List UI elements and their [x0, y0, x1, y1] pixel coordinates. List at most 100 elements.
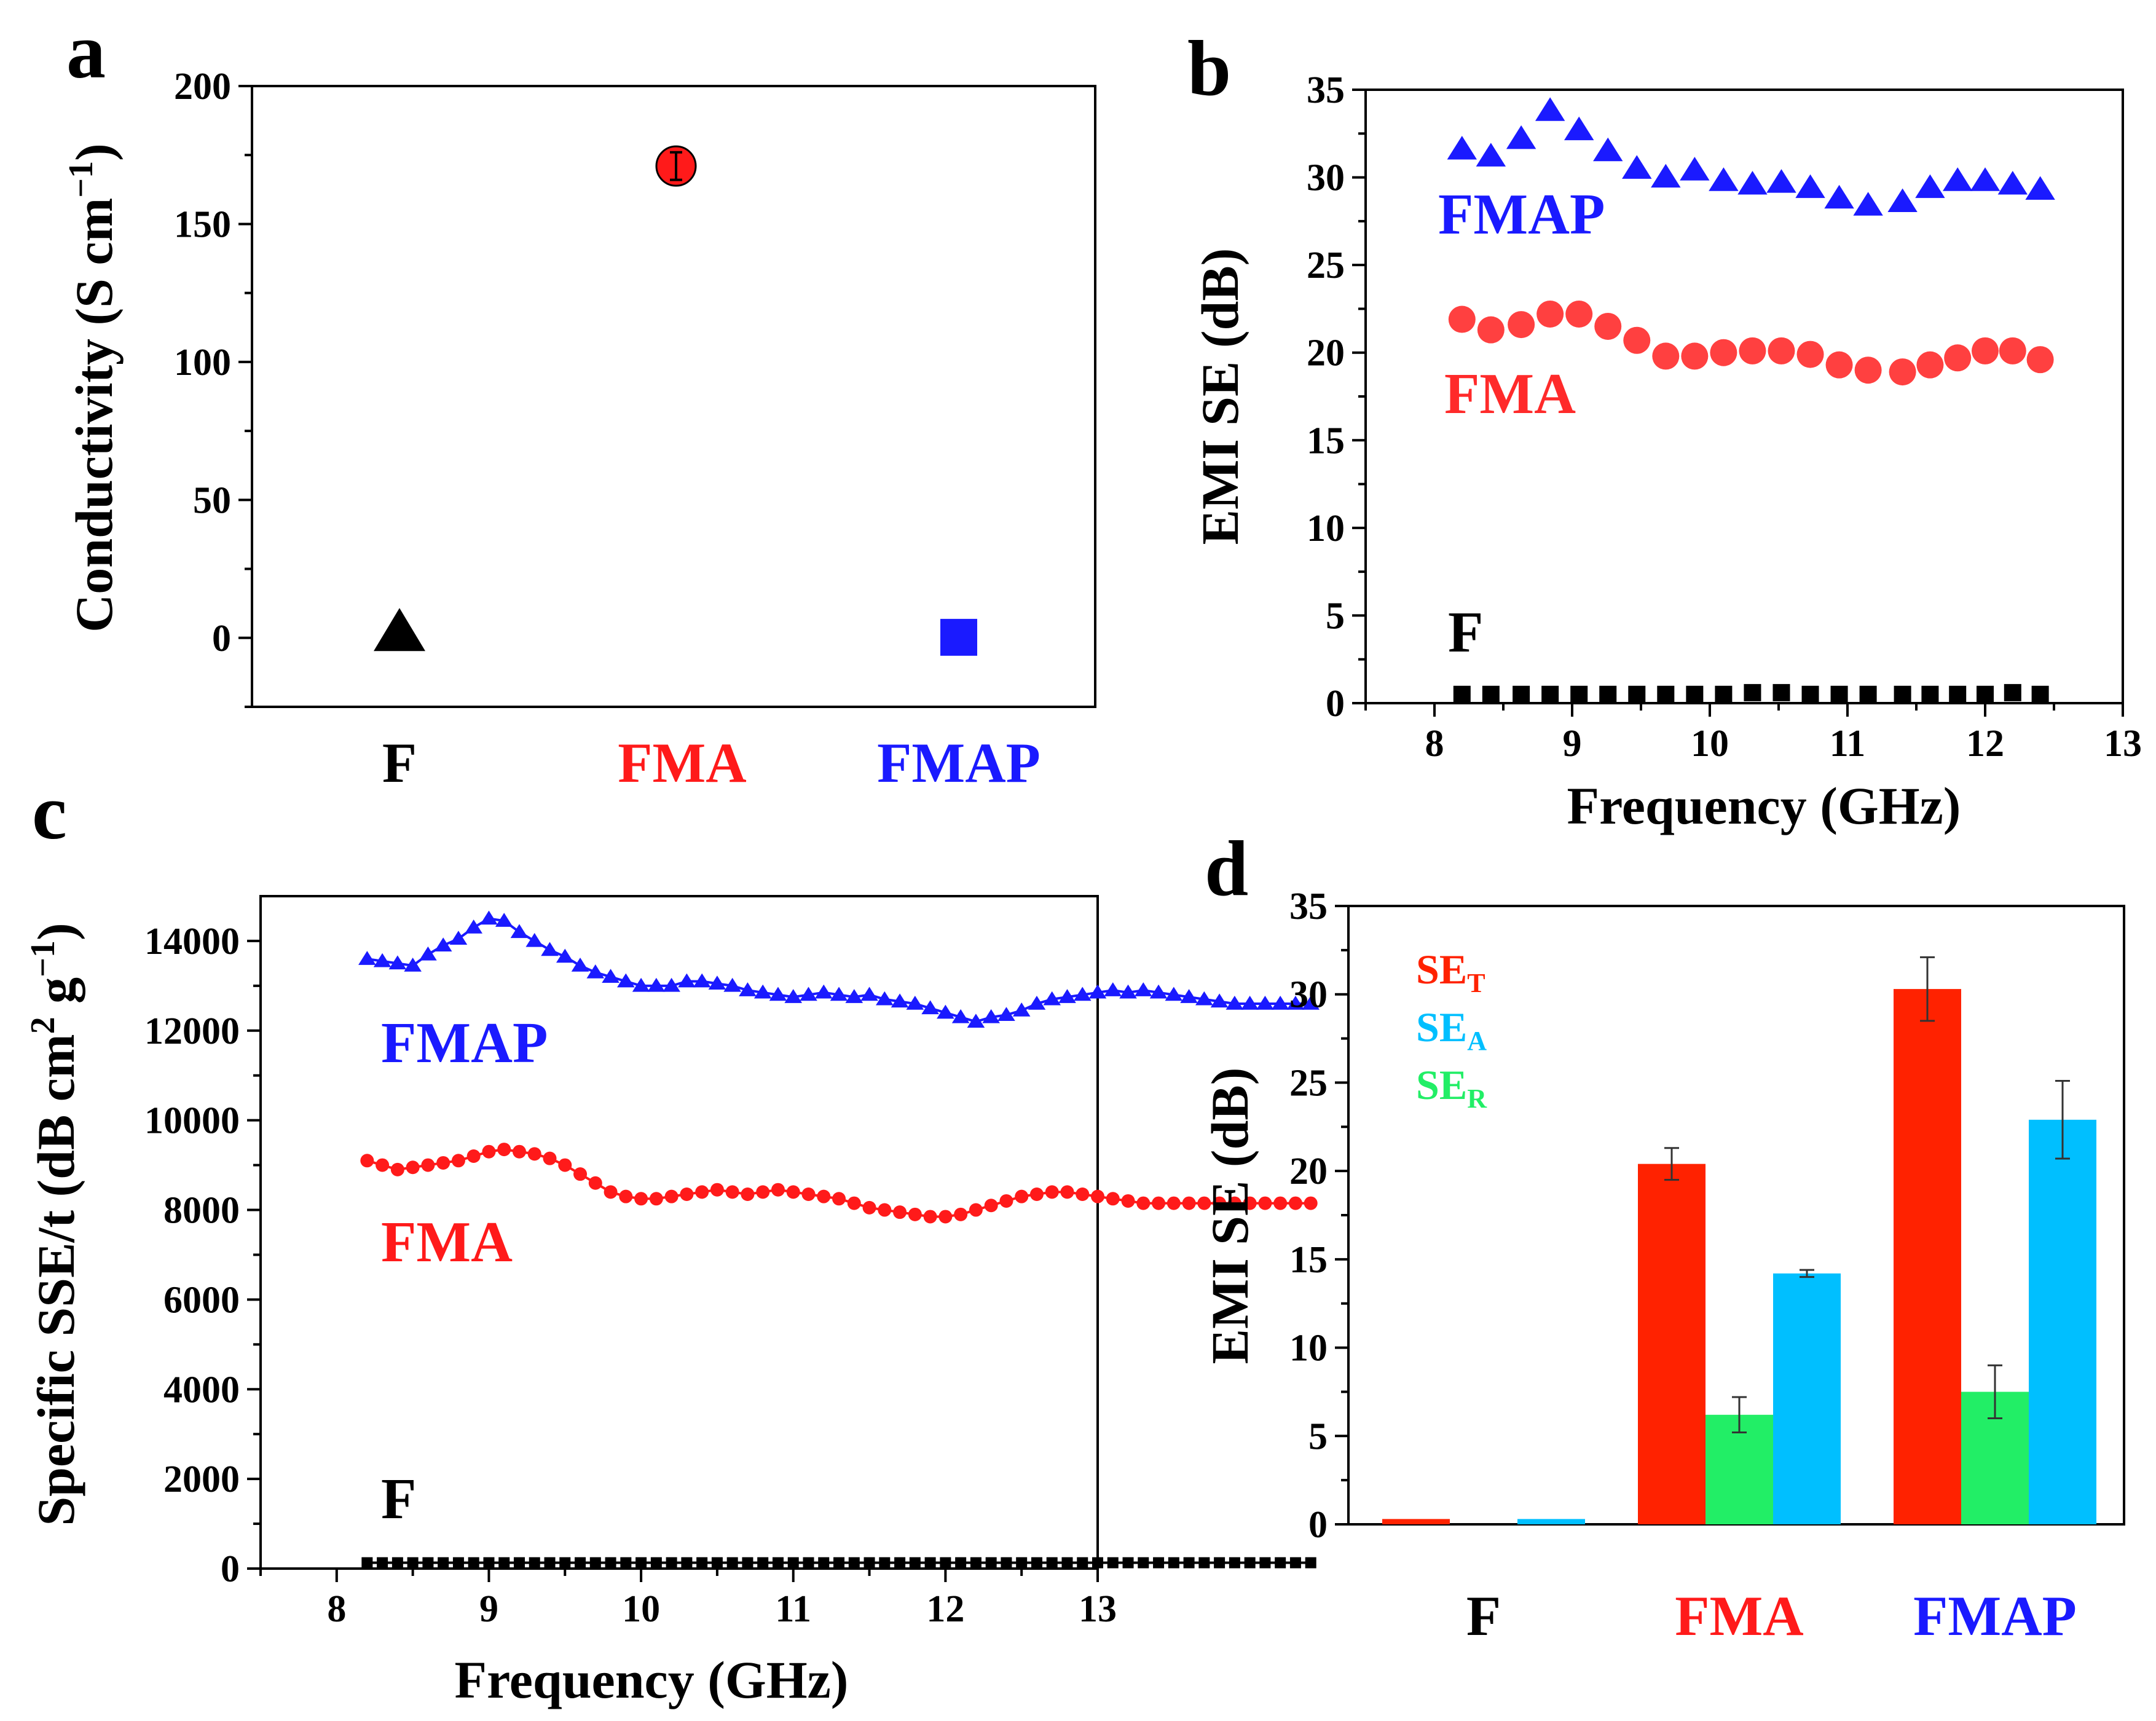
c-ytick-label-14000: 14000	[144, 921, 240, 963]
c-point-F	[589, 1557, 601, 1569]
c-point-FMA	[1167, 1196, 1181, 1210]
b-point-FMA	[1944, 344, 1972, 372]
panel-b-emi-se: b EMI SE (dB) Frequency (GHz) 0 5 10 15 20 25…	[1187, 25, 2142, 835]
b-point-FMA	[1565, 300, 1593, 328]
c-point-FMAP	[449, 931, 468, 945]
b-ytick-label-0: 0	[1326, 683, 1345, 725]
c-point-FMAP	[845, 989, 864, 1003]
c-point-FMA	[664, 1189, 679, 1203]
c-point-FMAP	[419, 946, 437, 961]
c-point-FMA	[1197, 1196, 1211, 1210]
b-point-FMAP	[2025, 176, 2055, 200]
c-point-FMA	[999, 1194, 1013, 1208]
c-point-F	[833, 1557, 845, 1569]
c-ytick-label-8000: 8000	[163, 1190, 240, 1232]
panel-b-label-fmap: FMAP	[1438, 183, 1605, 246]
c-point-FMAP	[571, 958, 589, 972]
c-point-F	[452, 1557, 464, 1569]
a-ytick-label-50: 50	[193, 479, 231, 521]
c-point-F	[1061, 1557, 1073, 1569]
c-point-F	[422, 1557, 434, 1569]
c-ytick-label-12000: 12000	[144, 1010, 240, 1052]
c-point-FMAP	[1180, 989, 1198, 1003]
c-point-F	[940, 1557, 951, 1569]
c-ytick-label-4000: 4000	[163, 1369, 240, 1411]
c-xtick-label-13: 13	[1079, 1588, 1117, 1630]
d-bar-SEA-FMA	[1773, 1273, 1841, 1524]
c-point-F	[1198, 1557, 1210, 1569]
b-ytick-label-30: 30	[1307, 157, 1345, 199]
b-point-FMA	[1796, 341, 1824, 368]
c-point-FMAP	[906, 996, 924, 1010]
panel-letter-b: b	[1187, 25, 1231, 112]
panel-a-axes	[251, 85, 1096, 708]
c-series-FMAP	[358, 910, 1320, 1028]
c-point-FMA	[634, 1192, 648, 1206]
a-ytick-label-200: 200	[174, 66, 231, 108]
b-point-FMAP	[1997, 170, 2028, 195]
c-point-F	[575, 1557, 586, 1569]
c-point-FMA	[421, 1158, 435, 1172]
b-point-FMA	[1916, 351, 1944, 379]
panel-d-y-ticks: 0 5 10 15 20 25 30 35	[1289, 886, 1348, 1546]
c-point-FMA	[1060, 1185, 1074, 1199]
panel-letter-a: a	[66, 7, 106, 95]
panel-a-conductivity: a Conductivity (S cm−1) 0 50 100 150 200 F FM…	[62, 7, 1096, 794]
c-point-FMA	[1015, 1189, 1029, 1203]
c-point-F	[1259, 1557, 1271, 1569]
c-xtick-label-9: 9	[479, 1588, 498, 1630]
c-point-F	[894, 1557, 906, 1569]
c-point-FMAP	[1241, 996, 1259, 1010]
c-point-F	[1183, 1557, 1195, 1569]
panel-c-label-fma: FMA	[381, 1210, 513, 1274]
c-point-FMA	[786, 1185, 800, 1199]
b-ytick-label-25: 25	[1307, 245, 1345, 286]
panel-d-legend: SET SEA SER	[1416, 946, 1487, 1114]
d-category-FMAP: FMAP	[1913, 1585, 2077, 1647]
c-point-FMAP	[1028, 996, 1046, 1010]
c-point-F	[1229, 1557, 1240, 1569]
c-point-FMA	[390, 1162, 404, 1176]
c-point-FMA	[832, 1192, 846, 1206]
c-point-F	[361, 1557, 373, 1569]
c-point-FMA	[360, 1154, 374, 1168]
c-point-F	[498, 1557, 510, 1569]
b-point-FMAP	[1824, 184, 1854, 209]
c-point-FMA	[1258, 1196, 1272, 1210]
c-point-FMA	[878, 1203, 892, 1217]
d-ytick-label-20: 20	[1289, 1151, 1328, 1192]
c-point-F	[1001, 1557, 1012, 1569]
c-point-F	[438, 1557, 449, 1569]
a-category-F: F	[382, 731, 417, 794]
c-point-F	[666, 1557, 677, 1569]
b-point-FMAP	[1564, 116, 1594, 141]
c-point-FMAP	[1302, 996, 1320, 1010]
d-bar-SET-F	[1382, 1519, 1450, 1524]
b-point-FMAP	[1593, 137, 1623, 162]
c-point-F	[559, 1557, 571, 1569]
c-point-F	[1107, 1557, 1119, 1569]
c-point-FMAP	[891, 993, 909, 1008]
c-point-FMAP	[1195, 991, 1213, 1006]
c-point-FMAP	[1134, 982, 1152, 996]
c-xtick-label-8: 8	[327, 1588, 346, 1630]
c-point-F	[909, 1557, 921, 1569]
c-point-FMAP	[632, 977, 650, 992]
b-xtick-label-8: 8	[1425, 723, 1444, 765]
panel-c-xlabel: Frequency (GHz)	[455, 1650, 849, 1709]
b-ytick-label-15: 15	[1307, 420, 1345, 462]
c-point-FMA	[512, 1144, 526, 1159]
b-point-FMA	[1768, 337, 1795, 364]
c-point-FMAP	[982, 1009, 1000, 1023]
c-point-FMA	[695, 1185, 709, 1199]
legend-se-t: SET	[1416, 946, 1485, 998]
d-ytick-label-25: 25	[1289, 1062, 1328, 1104]
panel-c-label-f: F	[381, 1467, 416, 1531]
panel-c-label-fmap: FMAP	[381, 1011, 548, 1075]
panel-b-series	[1447, 97, 2055, 703]
c-point-FMAP	[617, 973, 635, 988]
panel-d-bars	[1382, 956, 2096, 1524]
c-point-FMAP	[1043, 991, 1061, 1006]
c-point-F	[879, 1557, 891, 1569]
c-point-FMA	[984, 1199, 998, 1213]
